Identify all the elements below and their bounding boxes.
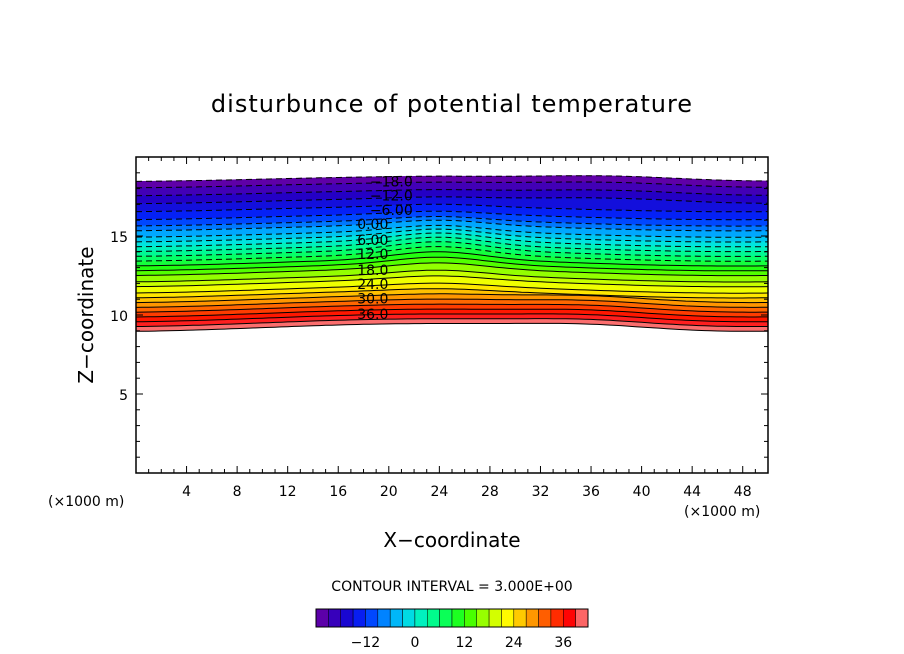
contour-line [136,262,768,277]
colorbar-cell [451,608,465,628]
contour-line [136,189,768,197]
colorbar-cell [488,608,502,628]
colorbar-cell [525,608,539,628]
contour-label: 0.00 [357,217,388,233]
contour-line [136,288,768,299]
contour-interval-text: CONTOUR INTERVAL = 3.000E+00 [331,579,572,595]
contour-label: 6.00 [357,233,388,249]
colorbar-ticks: −12 0 12 24 36 [351,635,573,651]
contour-labels: −18.0−12.0−6.000.006.0012.018.024.030.03… [357,174,413,323]
contour-line [136,232,768,248]
x-tick-label: 8 [233,484,242,500]
x-tick-label: 36 [582,484,600,500]
x-tick-label: 48 [734,484,752,500]
colorbar-tick-label: 12 [455,635,473,651]
contour-label: 12.0 [357,247,388,263]
x-tick-label: 28 [481,484,499,500]
x-tick-label: 4 [182,484,191,500]
contour-line [136,196,768,205]
contour-line [136,269,768,283]
contour-line [136,175,768,182]
colorbar-cell [513,608,527,628]
x-unit-label-left: (×1000 m) [48,494,124,510]
chart-title: disturbunce of potential temperature [211,90,693,118]
contour-line [136,210,768,221]
x-unit-label-right: (×1000 m) [684,504,760,520]
contour-line [136,308,768,318]
contour-line [136,322,768,332]
contour-line [136,275,768,288]
contour-label: 36.0 [357,307,388,323]
contour-line [136,246,768,262]
y-tick-label: 10 [110,309,128,325]
contour-line [136,216,768,227]
x-tick-label: 40 [633,484,651,500]
colorbar-cell [389,608,403,628]
contour-line [136,293,768,304]
contour-label: −12.0 [370,189,413,205]
colorbar-tick-label: 0 [410,635,419,651]
contour-line [136,256,768,272]
contour-line [136,303,768,313]
colorbar-cell [427,608,440,628]
contour-line [136,228,768,243]
colorbar-cell [402,608,416,628]
contour-label: −18.0 [370,174,413,190]
contour-line [136,282,768,294]
contour-line [136,219,768,232]
contour-line [136,313,768,323]
colorbar-cell [563,608,576,628]
contour-line [136,251,768,267]
colorbar-frame [315,608,589,628]
x-tick-label: 24 [430,484,448,500]
contour-line [136,236,768,253]
contour-label: −6.00 [370,203,413,219]
contour-line [136,181,768,189]
colorbar-tick-label: 24 [505,635,523,651]
x-tick-label: 32 [532,484,550,500]
colorbar-cell [377,608,391,628]
contour-line [136,298,768,308]
colorbar-cell [575,608,589,628]
filled-contour-bands [136,175,768,332]
contour-line [136,318,768,327]
x-tick-label: 20 [380,484,398,500]
colorbar-cell [464,608,477,628]
contour-label: 24.0 [357,277,388,293]
y-tick-label: 5 [119,388,128,404]
x-axis-ticks: 4 8 12 16 20 24 28 32 36 40 44 48 [148,157,756,500]
colorbar-cell [340,608,354,628]
colorbar-cell [365,608,379,628]
x-tick-label: 12 [279,484,297,500]
contour-line [136,203,768,213]
colorbar-cell [538,608,552,628]
colorbar-cell [439,608,453,628]
x-tick-label: 16 [329,484,347,500]
contour-label: 18.0 [357,263,388,279]
colorbar-cell [414,608,428,628]
contour-lines [136,175,768,332]
colorbar-cell [328,608,341,628]
colorbar-tick-label: −12 [351,635,381,651]
colorbar-cell [550,608,564,628]
colorbar [315,608,589,628]
x-tick-label: 44 [683,484,701,500]
colorbar-tick-label: 36 [554,635,572,651]
y-tick-label: 15 [110,230,128,246]
x-axis-label: X−coordinate [383,528,520,552]
contour-label: 30.0 [357,291,388,307]
contour-line [136,241,768,257]
colorbar-cell [501,608,515,628]
y-axis-label: Z−coordinate [74,246,98,383]
y-axis-ticks: 5 10 15 [110,172,768,458]
colorbar-cell [476,608,490,628]
colorbar-cell [352,608,366,628]
contour-line [136,224,768,238]
colorbar-cell [315,608,329,628]
